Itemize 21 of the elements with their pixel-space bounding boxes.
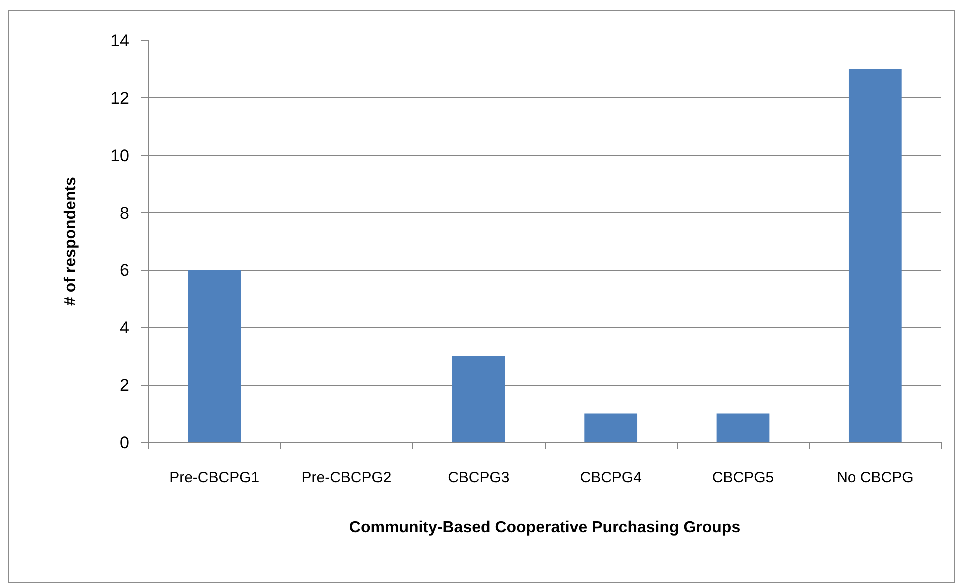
- x-tick-label: Pre-CBCPG2: [302, 470, 392, 486]
- y-axis-title: # of respondents: [62, 176, 80, 306]
- x-axis-title: Community-Based Cooperative Purchasing Groups: [349, 520, 741, 536]
- x-tick-label: CBCPG4: [580, 470, 642, 486]
- bar: [716, 414, 770, 442]
- y-tick-label: 8: [120, 204, 130, 223]
- bar: [584, 414, 638, 442]
- x-tick-label: CBCPG3: [448, 470, 510, 486]
- bar: [848, 69, 902, 442]
- x-tick-label: CBCPG5: [712, 470, 774, 486]
- y-tick-label: 0: [120, 434, 130, 452]
- y-tick-label: 6: [120, 261, 130, 280]
- x-tick-label: No CBCPG: [837, 470, 914, 486]
- bar: [452, 356, 506, 442]
- bar: [188, 270, 242, 442]
- x-tick-label: Pre-CBCPG1: [170, 470, 260, 486]
- y-tick-label: 14: [110, 32, 130, 50]
- y-tick-label: 4: [120, 318, 130, 338]
- y-tick-label: 12: [110, 88, 130, 108]
- y-tick-label: 10: [110, 146, 130, 166]
- y-tick-label: 2: [120, 376, 130, 396]
